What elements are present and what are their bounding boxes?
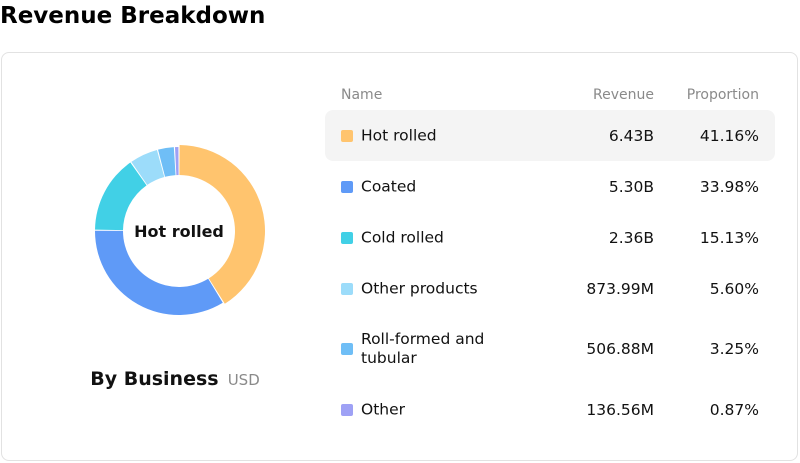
row-proportion: 3.25% [709,340,759,358]
donut-slice-cold-rolled[interactable] [95,162,147,231]
donut-slice-coated[interactable] [95,230,223,315]
row-name: Other products [361,279,478,297]
legend-swatch [341,282,353,295]
table-body: Hot rolled 6.43B 41.16% Coated 5.30B 33.98% Co… [325,110,775,435]
row-name: Hot rolled [361,126,437,144]
legend-swatch [341,129,353,142]
row-proportion: 41.16% [699,126,759,145]
row-revenue: 506.88M [586,340,654,358]
donut-center-label: Hot rolled [134,221,224,241]
legend-swatch [341,231,353,244]
legend-swatch [341,180,353,193]
chart-unit: USD [227,371,260,389]
row-revenue: 136.56M [586,400,654,419]
table-row[interactable]: Other products 873.99M 5.60% [325,263,775,314]
donut-svg [95,145,265,315]
row-proportion: 33.98% [699,177,759,196]
donut-slice-other[interactable] [174,147,179,176]
row-revenue: 5.30B [608,177,654,196]
donut-slice-roll-formed-and-tubular[interactable] [158,147,176,177]
header-revenue: Revenue [593,87,654,103]
row-name: Cold rolled [361,228,444,246]
table-row[interactable]: Roll-formed and tubular 506.88M 3.25% [325,314,775,384]
table-header: Name Revenue Proportion [325,82,775,110]
row-proportion: 0.87% [709,400,759,419]
legend-swatch [341,403,353,416]
row-revenue: 873.99M [586,279,654,298]
row-name: Coated [361,177,417,195]
breakdown-table: Name Revenue Proportion Hot rolled 6.43B 4… [325,82,775,435]
donut-slice-other-products[interactable] [131,149,165,185]
header-proportion: Proportion [686,87,759,103]
table-row[interactable]: Coated 5.30B 33.98% [325,161,775,212]
chart-caption: By Business USD [0,368,350,390]
row-name: Roll-formed and tubular [361,330,485,367]
header-name: Name [341,87,383,103]
donut-slice-hot-rolled[interactable] [179,145,265,304]
table-row[interactable]: Cold rolled 2.36B 15.13% [325,212,775,263]
chart-subtitle: By Business [90,368,219,390]
table-row[interactable]: Other 136.56M 0.87% [325,384,775,435]
donut-chart: Hot rolled [93,145,265,317]
page-title: Revenue Breakdown [0,3,266,29]
row-proportion: 5.60% [709,279,759,298]
table-row[interactable]: Hot rolled 6.43B 41.16% [325,110,775,161]
row-proportion: 15.13% [699,228,759,247]
row-name: Other [361,400,406,418]
legend-swatch [341,343,353,355]
row-revenue: 2.36B [608,228,654,247]
row-revenue: 6.43B [608,126,654,145]
